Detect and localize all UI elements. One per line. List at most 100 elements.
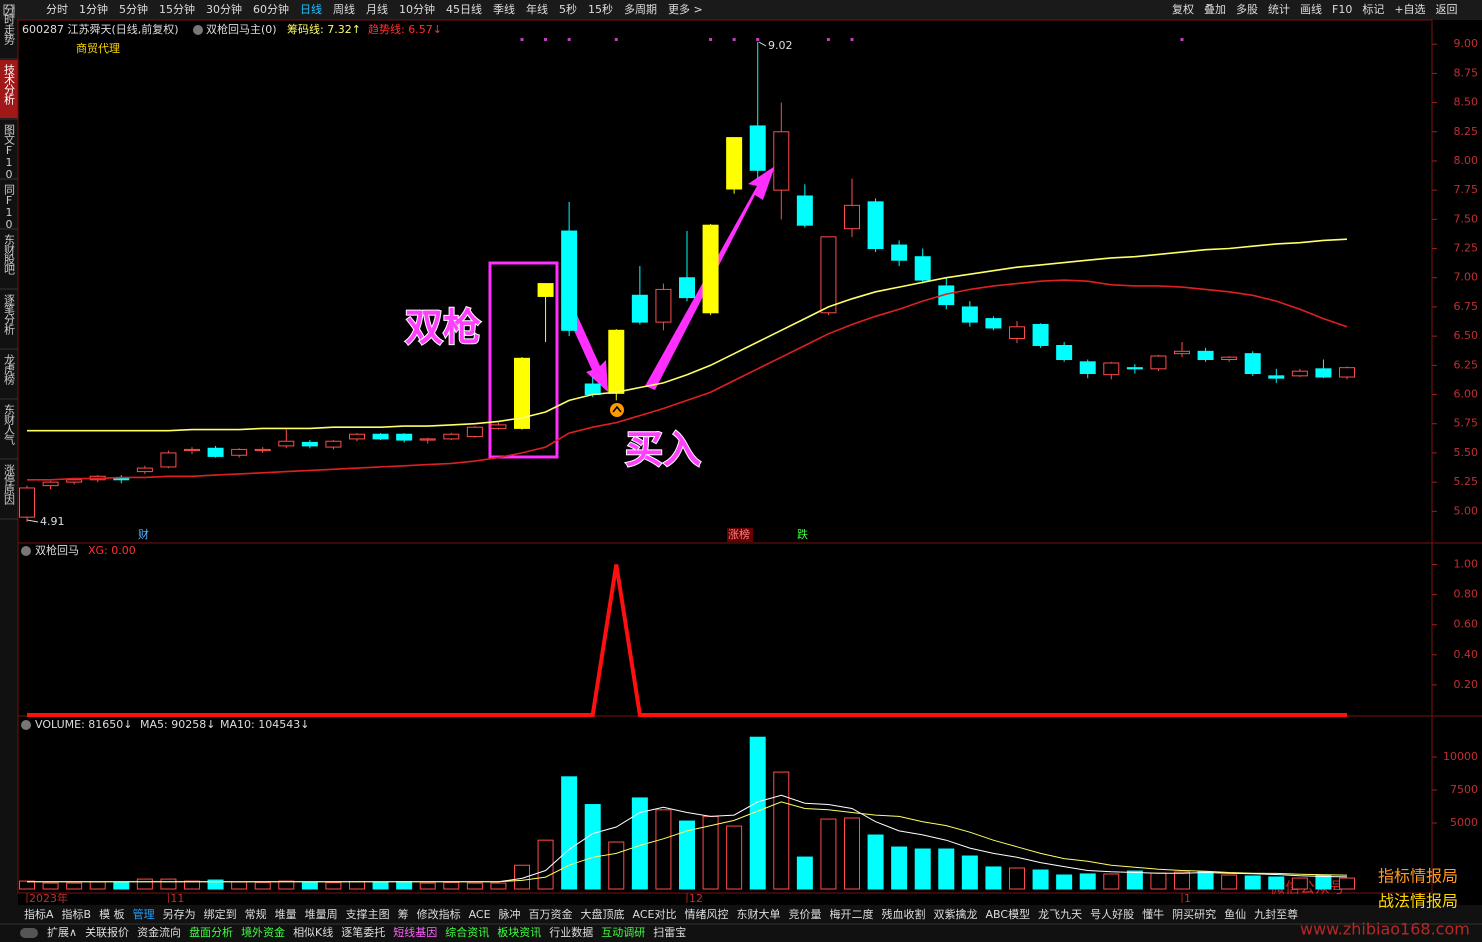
tab[interactable]: 板块资讯 [497,925,541,939]
signal-dot [614,38,618,41]
tab[interactable]: 扩展∧ [47,925,77,939]
tab[interactable]: 画线 [1300,2,1322,16]
tab[interactable]: 统计 [1268,3,1290,16]
tab[interactable]: 60分钟 [253,2,289,16]
tab[interactable]: 阴买研究 [1172,907,1216,921]
tab[interactable]: 管理 [133,907,155,921]
sidebar-tab[interactable]: 逐笔分析 [3,294,16,336]
sidebar-tab[interactable]: 图文F10 [3,124,16,180]
tab[interactable]: 梅开二度 [830,907,874,921]
tab[interactable]: 45日线 [446,2,482,16]
sidebar-tab[interactable]: 同F10 [3,184,16,230]
tab[interactable]: 季线 [493,2,515,16]
tab[interactable]: 10分钟 [399,2,435,16]
tab[interactable]: F10 [1332,3,1352,16]
sidebar-tab[interactable]: 龙虎榜 [3,354,16,386]
tab[interactable]: 盘面分析 [189,925,233,939]
tab[interactable]: 另存为 [163,907,196,921]
tab[interactable]: 情绪风控 [685,907,729,921]
candle-body [1291,370,1308,377]
volume-bar [466,882,483,890]
tab[interactable]: 百万资金 [529,907,573,921]
tab[interactable]: 鱼仙 [1224,907,1246,921]
tab[interactable]: 堆量 [275,908,297,921]
sidebar-tab[interactable]: 技术分析 [3,64,16,106]
tab[interactable]: 扫雷宝 [653,925,686,939]
tab[interactable]: 复权 [1172,2,1194,16]
sidebar-tab[interactable]: 分时走势 [3,4,16,45]
tab[interactable]: 更多 > [668,2,703,16]
tab[interactable]: 境外资金 [241,925,285,939]
tab[interactable]: 双紫擒龙 [934,907,978,921]
tab[interactable]: 脉冲 [499,907,521,921]
tab[interactable]: 15秒 [588,2,613,16]
tab[interactable]: 30分钟 [206,2,242,16]
sidebar [0,20,18,905]
candle-body [160,452,177,468]
volume-bar [113,881,130,890]
tab[interactable]: 东财大单 [737,907,781,921]
tab[interactable]: 1分钟 [79,2,108,16]
signal-dot [520,38,524,41]
tab[interactable]: 年线 [526,2,548,16]
tab[interactable]: 多股 [1236,2,1258,16]
sidebar-tab[interactable]: 涨停原因 [3,464,16,506]
tab[interactable]: 综合资讯 [445,925,489,939]
tab[interactable]: 竞价量 [789,907,822,921]
tab[interactable]: 龙飞九天 [1038,908,1082,921]
candle-body [679,277,695,299]
sidebar-tab[interactable]: 东财人气 [3,404,16,445]
candle-body [1103,362,1120,376]
tab[interactable]: 修改指标 [417,907,461,921]
tab[interactable]: 返回 [1436,3,1458,16]
volume-bar [1032,869,1049,890]
indicator-icon[interactable] [21,546,31,556]
tab[interactable]: 相似K线 [293,925,333,939]
y-tick-label: 0.80 [1454,588,1479,601]
tab[interactable]: 堆量周 [305,908,338,921]
candle-body [796,195,813,226]
tab[interactable]: 大盘顶底 [581,907,625,921]
tab[interactable]: 短线基因 [393,925,437,939]
tab[interactable]: 指标A [24,907,54,921]
volume-bar [1009,867,1025,890]
candle-body [749,125,766,171]
volume-bar [1221,874,1238,890]
tab[interactable]: 绑定到 [204,907,237,921]
tab[interactable]: 5秒 [559,2,577,16]
volume-bar [1103,873,1120,890]
tab[interactable]: 周线 [333,2,355,16]
tab[interactable]: 资金流向 [137,925,181,939]
tab[interactable]: ABC模型 [986,907,1031,921]
volume-bar [301,881,318,890]
tab[interactable]: 标记 [1362,2,1384,16]
tab[interactable]: 逐笔委托 [341,925,385,939]
tab[interactable]: 日线 [300,2,322,16]
indicator-icon[interactable] [193,25,203,35]
tab[interactable]: 残血收割 [882,907,926,921]
tab[interactable]: 支撑主图 [346,907,390,921]
tab[interactable]: +自选 [1394,3,1425,16]
tab[interactable]: 15分钟 [159,2,195,16]
tab[interactable]: 常规 [245,907,267,921]
tab[interactable]: ACE [469,908,491,921]
tab[interactable]: 号人好股 [1090,907,1134,921]
tab[interactable]: 筹 [398,907,409,921]
tab[interactable]: 分时 [46,3,68,16]
tab[interactable]: 懂牛 [1142,907,1164,921]
highlight-box [488,261,559,459]
tab[interactable]: 行业数据 [549,925,593,939]
tab[interactable]: 关联报价 [85,925,129,939]
tab[interactable]: 多周期 [624,2,657,16]
tab[interactable]: 叠加 [1204,3,1226,16]
tab[interactable]: 指标B [62,907,92,921]
indicator-icon[interactable] [21,720,31,730]
tab[interactable]: 5分钟 [119,2,148,16]
tab[interactable]: 月线 [366,2,388,16]
tab[interactable]: 模 板 [99,907,125,921]
tab[interactable]: ACE对比 [633,907,677,921]
tab[interactable]: 互动调研 [601,926,645,939]
candle-body [349,433,365,440]
sidebar-tab[interactable]: 东财股吧 [3,234,16,275]
tab[interactable]: 九封至尊 [1254,907,1298,921]
